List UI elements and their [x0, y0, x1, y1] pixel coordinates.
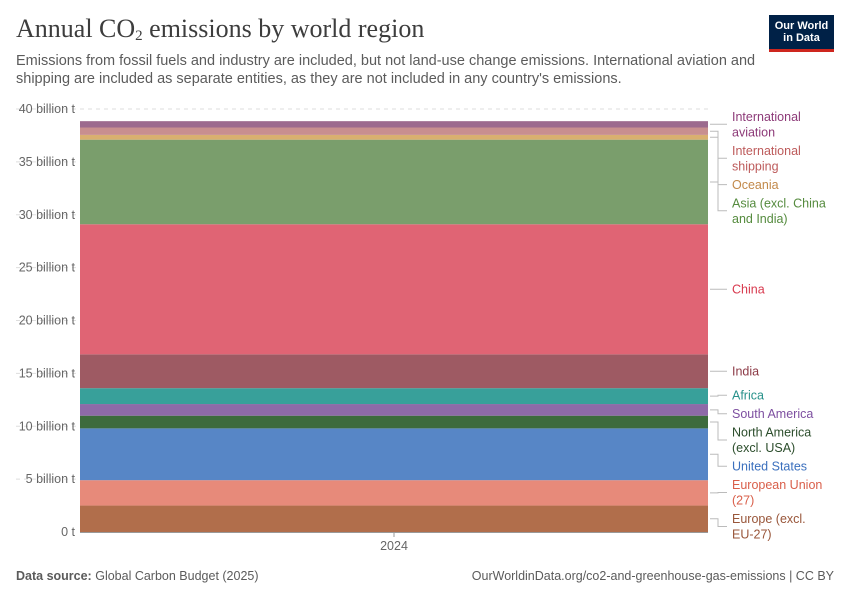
chart-title: Annual CO2 emissions by world region — [16, 14, 425, 44]
legend-label[interactable]: and India) — [732, 212, 788, 226]
area-band[interactable] — [80, 388, 708, 405]
area-band[interactable] — [80, 480, 708, 506]
area-band[interactable] — [80, 354, 708, 389]
legend-connector — [710, 453, 727, 467]
legend-connector — [710, 136, 727, 186]
data-source-link[interactable]: Global Carbon Budget (2025) — [95, 569, 259, 583]
legend-label[interactable]: North America — [732, 426, 811, 440]
legend-label[interactable]: India — [732, 365, 759, 379]
area-band[interactable] — [80, 127, 708, 135]
area-band[interactable] — [80, 428, 708, 481]
y-tick-label: 30 billion t — [19, 208, 76, 222]
legend-label[interactable]: European Union — [732, 478, 822, 492]
legend-label[interactable]: Oceania — [732, 178, 779, 192]
legend-label[interactable]: (27) — [732, 494, 754, 508]
legend-label[interactable]: shipping — [732, 159, 779, 173]
legend-label[interactable]: Africa — [732, 389, 764, 403]
y-tick-label: 20 billion t — [19, 314, 76, 328]
legend-label[interactable]: South America — [732, 407, 813, 421]
owid-logo[interactable]: Our World in Data — [769, 15, 834, 52]
data-source: Data source: Global Carbon Budget (2025) — [16, 569, 259, 583]
legend-label[interactable]: International — [732, 110, 801, 124]
legend-connector — [710, 394, 727, 397]
y-tick-label: 0 t — [61, 525, 75, 539]
y-tick-label: 35 billion t — [19, 155, 76, 169]
x-tick-label: 2024 — [380, 539, 408, 553]
y-tick-label: 25 billion t — [19, 261, 76, 275]
legend-connector — [710, 409, 727, 415]
area-band[interactable] — [80, 415, 708, 429]
legend-connector — [710, 421, 727, 441]
area-band[interactable] — [80, 121, 708, 128]
legend-label[interactable]: EU-27) — [732, 528, 772, 542]
legend-label[interactable]: United States — [732, 460, 807, 474]
area-band[interactable] — [80, 505, 708, 532]
area-band[interactable] — [80, 224, 708, 355]
area-band[interactable] — [80, 404, 708, 416]
footer-url[interactable]: OurWorldinData.org/co2-and-greenhouse-ga… — [471, 569, 834, 583]
legend-label[interactable]: Asia (excl. China — [732, 196, 826, 210]
legend-label[interactable]: aviation — [732, 125, 775, 139]
legend-label[interactable]: Europe (excl. — [732, 512, 806, 526]
legend-label[interactable]: (excl. USA) — [732, 441, 795, 455]
y-tick-label: 40 billion t — [19, 102, 76, 116]
y-tick-label: 10 billion t — [19, 419, 76, 433]
y-tick-label: 15 billion t — [19, 366, 76, 380]
chart-subtitle: Emissions from fossil fuels and industry… — [16, 53, 756, 87]
legend-connector — [710, 181, 727, 212]
legend-label[interactable]: International — [732, 144, 801, 158]
legend-label[interactable]: China — [732, 283, 765, 297]
legend-connector — [710, 518, 727, 527]
area-band[interactable] — [80, 134, 708, 140]
y-tick-label: 5 billion t — [26, 472, 76, 486]
area-band[interactable] — [80, 139, 708, 225]
